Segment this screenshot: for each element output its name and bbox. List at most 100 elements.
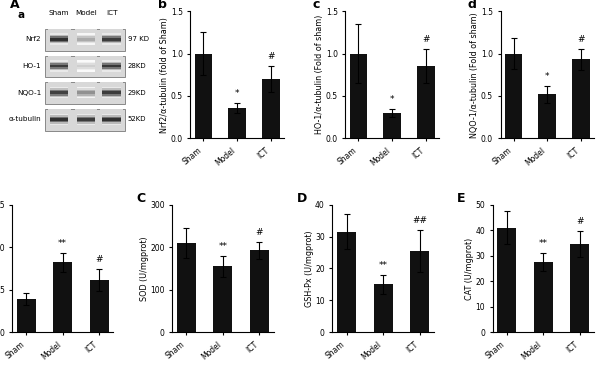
Bar [50,87,68,89]
Bar [50,60,68,62]
Bar [50,39,68,41]
Text: b: b [158,0,167,11]
Bar [50,123,68,125]
Bar [50,121,68,122]
Bar [77,114,95,115]
Text: **: ** [58,239,67,248]
Bar [103,88,121,90]
Bar [50,88,68,90]
Bar [214,266,232,332]
Bar [103,121,121,122]
Bar [103,93,121,94]
Bar [103,33,121,35]
Bar [350,54,367,138]
Bar [74,82,97,103]
Bar [50,91,68,93]
Bar [48,82,71,103]
Bar [50,69,68,70]
Bar [103,123,121,125]
Bar [50,33,68,35]
Bar [45,29,125,51]
Bar [77,64,95,66]
Bar [103,122,121,124]
Bar [50,114,68,115]
Bar [77,66,95,68]
Text: #: # [95,255,103,264]
Bar [53,262,72,332]
Bar [103,69,121,70]
Bar [50,63,68,65]
Bar [77,43,95,45]
Bar [50,93,68,94]
Bar [103,116,121,118]
Bar [50,97,68,98]
Bar [77,38,95,39]
Text: Nrf2: Nrf2 [26,36,41,42]
Bar [103,115,121,117]
Bar [534,262,553,332]
Bar [103,114,121,115]
Bar [50,95,68,97]
Bar [103,43,121,45]
Bar [77,33,95,35]
Bar [50,42,68,44]
Bar [262,79,280,138]
Text: #: # [422,35,430,44]
Text: 52KD: 52KD [128,116,146,123]
Bar [571,244,589,332]
Bar [103,62,121,63]
Bar [572,59,590,138]
Y-axis label: HO-1/α-tubulin (Fold of sham): HO-1/α-tubulin (Fold of sham) [316,15,325,134]
Text: HO-1: HO-1 [23,63,41,69]
Bar [497,228,516,332]
Text: Model: Model [75,10,97,16]
Bar [50,116,68,118]
Bar [77,63,95,65]
Bar [17,299,35,332]
Bar [50,94,68,96]
Bar [337,232,356,332]
Text: Sham: Sham [49,10,70,16]
Bar [103,36,121,38]
Bar [48,56,71,76]
Text: d: d [468,0,476,11]
Bar [77,69,95,70]
Bar [77,95,95,97]
Text: D: D [297,192,307,205]
Bar [50,90,68,91]
Bar [410,251,429,332]
Bar [48,29,71,49]
Bar [50,118,68,120]
Bar [103,87,121,89]
Bar [103,42,121,44]
Bar [77,88,95,90]
Bar [177,243,196,332]
Bar [74,29,97,49]
Bar [50,38,68,39]
Y-axis label: Nrf2/α-tubulin (fold of Sham): Nrf2/α-tubulin (fold of Sham) [160,17,169,133]
Text: #: # [577,35,585,44]
Bar [48,109,71,130]
Bar [538,94,556,138]
Bar [103,97,121,98]
Bar [103,91,121,93]
Bar [229,108,246,138]
Bar [383,113,401,138]
Bar [100,56,123,76]
Text: α-tubulin: α-tubulin [8,116,41,123]
Bar [77,123,95,125]
Text: 29KD: 29KD [128,90,146,96]
Bar [417,66,434,138]
Bar [77,90,95,91]
Bar [77,87,95,89]
Bar [103,39,121,41]
Text: #: # [256,228,263,237]
Text: **: ** [539,239,548,248]
Text: #: # [267,52,275,61]
Bar [100,109,123,130]
Y-axis label: NQO-1/α-tubulin (Fold of sham): NQO-1/α-tubulin (Fold of sham) [470,12,479,138]
Y-axis label: GSH-Px (U/mgprot): GSH-Px (U/mgprot) [305,230,314,307]
Bar [50,70,68,72]
Text: E: E [457,192,466,205]
Bar [103,40,121,42]
